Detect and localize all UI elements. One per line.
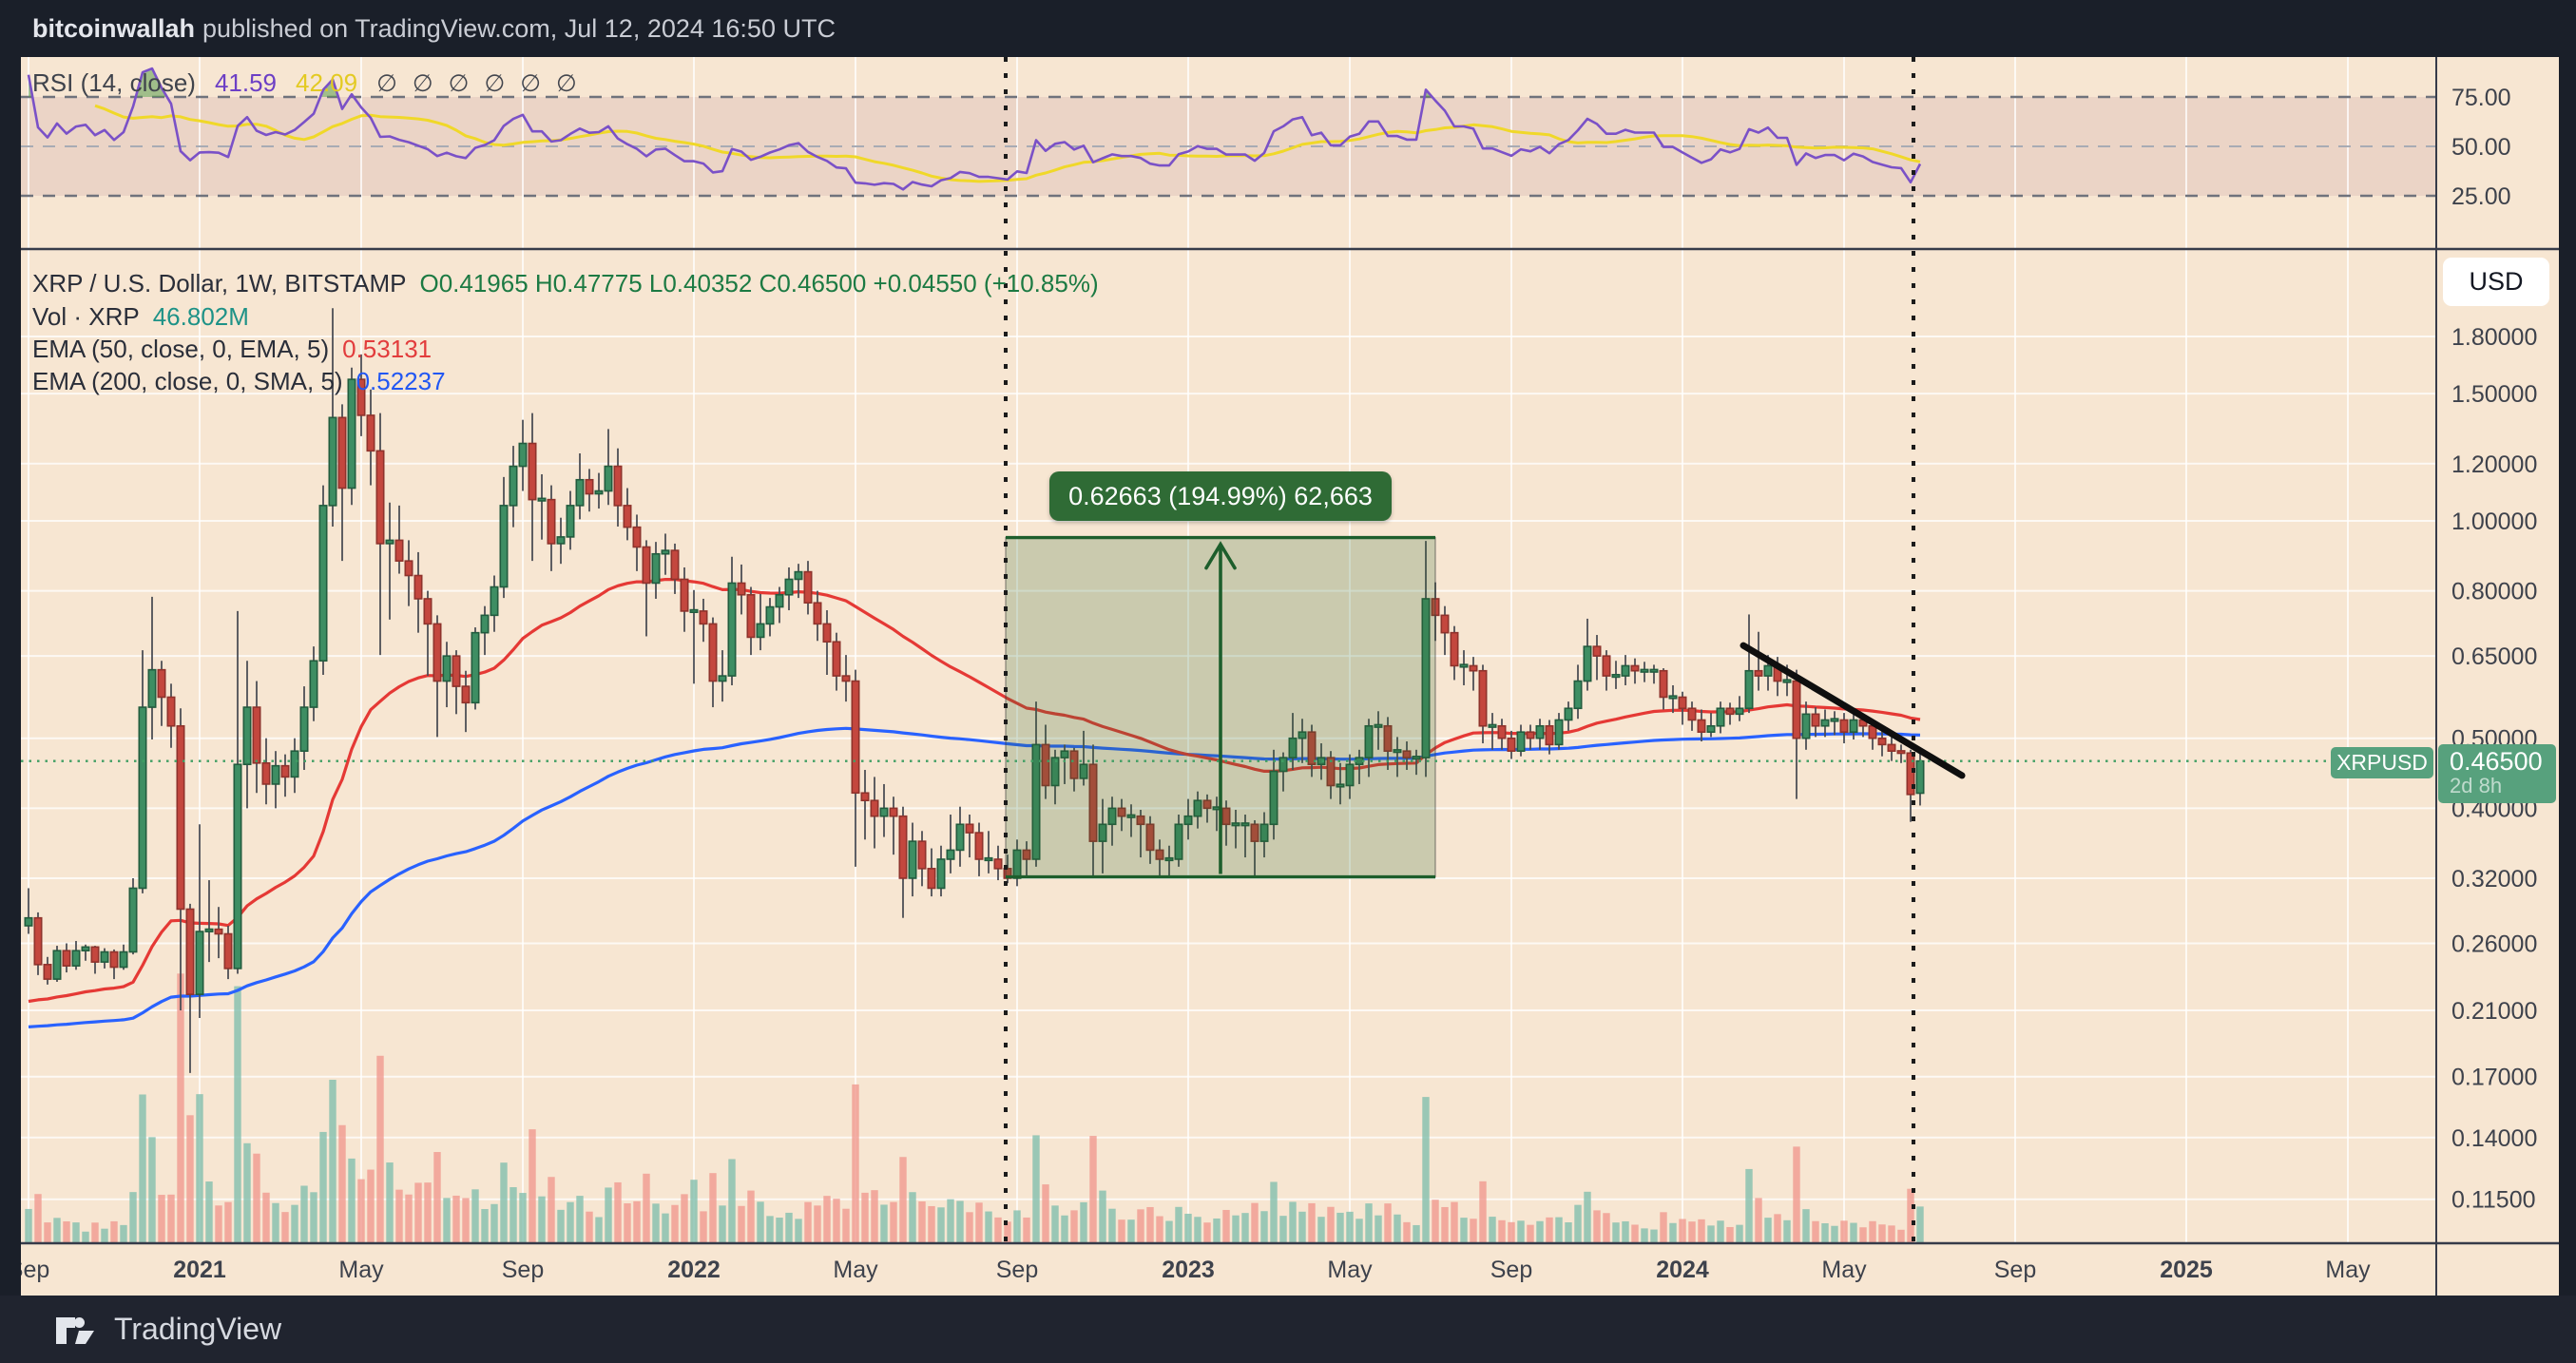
svg-text:May: May <box>833 1257 878 1283</box>
price-axis-labels: 1.80000 1.50000 1.20000 1.00000 0.80000 0.650… <box>2451 85 2537 1214</box>
ema200-legend[interactable]: EMA (200, close, 0, SMA, 5) 0.52237 <box>32 367 446 396</box>
footer-bar: TradingView <box>0 1296 2576 1363</box>
publisher-username: bitcoinwallah <box>32 13 196 43</box>
gridlines <box>21 57 2436 1243</box>
svg-text:0.21000: 0.21000 <box>2451 998 2537 1025</box>
last-price: 0.46500 <box>2450 747 2543 776</box>
chart-region[interactable]: 1.80000 1.50000 1.20000 1.00000 0.80000 0.650… <box>8 57 2559 1296</box>
svg-text:Sep: Sep <box>21 1257 49 1283</box>
volume-bars <box>25 973 1924 1243</box>
measure-tool[interactable] <box>1005 535 1436 879</box>
symbol-title: XRP / U.S. Dollar, 1W, BITSTAMP <box>32 269 407 298</box>
svg-text:0.80000: 0.80000 <box>2451 579 2537 605</box>
ema-lines <box>28 578 1921 1028</box>
hidden-value-icon: ∅ <box>412 69 434 97</box>
chart-canvas[interactable]: 1.80000 1.50000 1.20000 1.00000 0.80000 0.650… <box>8 57 2559 1296</box>
currency-toggle-button[interactable]: USD <box>2443 258 2549 306</box>
svg-text:0.26000: 0.26000 <box>2451 931 2537 958</box>
ema200-value: 0.52237 <box>356 367 446 395</box>
svg-text:2021: 2021 <box>173 1257 226 1283</box>
svg-text:2024: 2024 <box>1656 1257 1709 1283</box>
svg-text:0.11500: 0.11500 <box>2451 1187 2536 1214</box>
rsi-legend-label: RSI (14, close) <box>32 68 196 97</box>
svg-text:50.00: 50.00 <box>2451 134 2511 161</box>
ema50-label: EMA (50, close, 0, EMA, 5) <box>32 335 330 363</box>
svg-text:Sep: Sep <box>502 1257 544 1283</box>
pane-separators <box>21 57 2559 1296</box>
volume-legend[interactable]: Vol · XRP 46.802M <box>32 302 249 332</box>
rsi-hidden-values: ∅ ∅ ∅ ∅ ∅ ∅ <box>376 69 578 98</box>
hidden-value-icon: ∅ <box>484 69 507 97</box>
candles-layer <box>24 308 1925 1073</box>
svg-text:75.00: 75.00 <box>2451 85 2511 111</box>
svg-text:Sep: Sep <box>1490 1257 1532 1283</box>
svg-text:0.17000: 0.17000 <box>2451 1065 2537 1091</box>
rsi-value: 41.59 <box>214 68 278 97</box>
svg-text:May: May <box>2325 1257 2371 1283</box>
title-bar: bitcoinwallah published on TradingView.c… <box>0 0 2576 57</box>
svg-text:Sep: Sep <box>1994 1257 2036 1283</box>
svg-text:May: May <box>1327 1257 1373 1283</box>
svg-text:2022: 2022 <box>667 1257 721 1283</box>
svg-text:1.50000: 1.50000 <box>2451 381 2537 408</box>
hidden-value-icon: ∅ <box>448 69 471 97</box>
svg-text:1.00000: 1.00000 <box>2451 509 2537 535</box>
tradingview-logo-icon[interactable] <box>53 1308 97 1352</box>
ohlc-values: O0.41965 H0.47775 L0.40352 C0.46500 +0.0… <box>419 269 1099 298</box>
rsi-legend[interactable]: RSI (14, close) 41.59 42.09 ∅ ∅ ∅ ∅ ∅ ∅ <box>32 68 578 98</box>
volume-label: Vol · XRP <box>32 302 140 331</box>
svg-text:2025: 2025 <box>2160 1257 2213 1283</box>
ema50-value: 0.53131 <box>342 335 433 363</box>
bar-countdown: 2d 8h <box>2450 774 2503 798</box>
svg-text:25.00: 25.00 <box>2451 183 2511 210</box>
hidden-value-icon: ∅ <box>520 69 543 97</box>
rsi-ma-value: 42.09 <box>296 68 358 97</box>
time-axis-labels[interactable]: Sep 2021 May Sep 2022 May Sep 2023 May Sep 2024 May… <box>8 1257 2371 1283</box>
symbol-price-flag: XRPUSD <box>2331 747 2433 778</box>
svg-text:Sep: Sep <box>996 1257 1038 1283</box>
publish-info: published on TradingView.com, Jul 12, 20… <box>202 13 836 43</box>
trendline-drawing[interactable] <box>1740 642 1966 779</box>
svg-text:0.65000: 0.65000 <box>2451 643 2537 670</box>
measure-tool-label[interactable]: 0.62663 (194.99%) 62,663 <box>1049 471 1392 521</box>
svg-text:0.14000: 0.14000 <box>2451 1125 2537 1152</box>
svg-text:May: May <box>1821 1257 1867 1283</box>
symbol-legend[interactable]: XRP / U.S. Dollar, 1W, BITSTAMP O0.41965… <box>32 269 1099 298</box>
hidden-value-icon: ∅ <box>556 69 578 97</box>
svg-text:1.20000: 1.20000 <box>2451 451 2537 478</box>
ema200-label: EMA (200, close, 0, SMA, 5) <box>32 367 343 395</box>
last-price-badge[interactable]: 0.46500 2d 8h <box>2438 744 2556 803</box>
svg-text:2023: 2023 <box>1162 1257 1215 1283</box>
volume-value: 46.802M <box>152 302 249 331</box>
svg-text:1.80000: 1.80000 <box>2451 324 2537 351</box>
hidden-value-icon: ∅ <box>376 69 398 97</box>
svg-text:0.32000: 0.32000 <box>2451 866 2537 893</box>
tradingview-wordmark[interactable]: TradingView <box>114 1312 282 1346</box>
rsi-plot <box>27 67 1922 191</box>
svg-text:May: May <box>338 1257 384 1283</box>
vertical-dotted-lines[interactable] <box>1004 57 1915 1243</box>
ema50-legend[interactable]: EMA (50, close, 0, EMA, 5) 0.53131 <box>32 335 432 364</box>
